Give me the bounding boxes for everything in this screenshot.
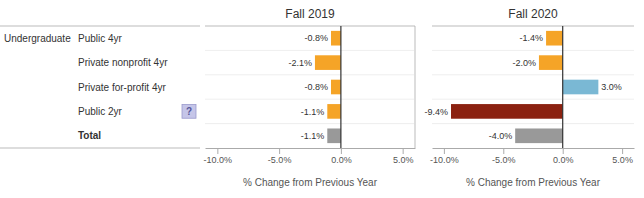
bar (563, 80, 599, 95)
tick-mark (279, 148, 280, 154)
panel: -0.8% -2.1% -0.8% -1.1% -1.1% -10.0% -5.0% 0.0%… (204, 7, 416, 188)
zero-line (562, 26, 563, 148)
tick-label: -10.0% (204, 155, 233, 165)
axis-line (206, 148, 416, 149)
tick-mark (217, 148, 218, 154)
data-label: -0.8% (304, 33, 328, 43)
tick-label: -5.0% (492, 155, 516, 165)
tick-mark (444, 148, 445, 154)
bar (327, 128, 341, 143)
tick: -10.0% (430, 148, 459, 165)
category-label: Public 2yr (78, 106, 123, 117)
data-label: -1.4% (520, 33, 544, 43)
chart: Public 4yr Private nonprofit 4yr Private f… (0, 0, 644, 198)
data-label: -4.0% (489, 131, 513, 141)
bar (546, 31, 563, 46)
tick: 5.0% (612, 148, 633, 165)
tick-mark (403, 148, 404, 154)
row-separator (432, 74, 634, 75)
tick-mark (503, 148, 504, 154)
tick: 5.0% (393, 148, 414, 165)
panel: -1.4% -2.0% 3.0% -9.4% -4.0% -10.0% -5.0% 0.0% 5… (424, 7, 634, 188)
x-axis: -10.0% -5.0% 0.0% 5.0% (430, 148, 634, 165)
frame (432, 26, 634, 27)
data-label: -1.1% (301, 131, 325, 141)
tick: -5.0% (268, 148, 292, 165)
category-label: Private nonprofit 4yr (78, 57, 168, 68)
bar (451, 104, 563, 119)
row-separator (205, 74, 415, 75)
data-label: -2.1% (288, 58, 312, 68)
category-label: Private for-profit 4yr (78, 82, 166, 93)
annotation: Undergraduate (4, 33, 71, 44)
tick: 0.0% (553, 148, 574, 165)
title: Fall 2019 (285, 7, 335, 21)
tick: -5.0% (492, 148, 516, 165)
data-label: -2.0% (512, 58, 536, 68)
tick-mark (622, 148, 623, 154)
data-label: -9.4% (424, 107, 448, 117)
tick-label: -5.0% (268, 155, 292, 165)
zero-line (340, 26, 341, 148)
tick-label: -10.0% (430, 155, 459, 165)
tick-label: 0.0% (553, 155, 574, 165)
axis-title: % Change from Previous Year (243, 177, 378, 188)
label-panel: Public 4yr Private nonprofit 4yr Private f… (0, 26, 200, 148)
row-separator (432, 99, 634, 100)
row-separator (432, 123, 634, 124)
category-label: Total (78, 130, 101, 141)
axis-line (433, 148, 635, 149)
frame (205, 26, 415, 27)
tick-mark (341, 148, 342, 154)
axis-title: % Change from Previous Year (466, 177, 601, 188)
panel-border (0, 148, 200, 149)
title: Fall 2020 (508, 7, 558, 21)
row-separator (432, 50, 634, 51)
tick: 0.0% (331, 148, 352, 165)
row-separator (205, 50, 415, 51)
data-label: 3.0% (601, 82, 622, 92)
row-separator (205, 123, 415, 124)
x-axis: -10.0% -5.0% 0.0% 5.0% (204, 148, 416, 165)
row-separator (205, 99, 415, 100)
bar (331, 31, 341, 46)
tick-label: 0.0% (331, 155, 352, 165)
tick-label: 5.0% (612, 155, 633, 165)
tick-mark (563, 148, 564, 154)
bar (315, 55, 341, 70)
category-label: Public 4yr (78, 33, 123, 44)
annotation: ? (186, 106, 192, 117)
annotation-box (182, 105, 196, 119)
bar (539, 55, 563, 70)
panel-border (0, 26, 200, 27)
bar (327, 104, 341, 119)
tick-label: 5.0% (393, 155, 414, 165)
frame (415, 26, 416, 148)
data-label: -0.8% (304, 82, 328, 92)
data-label: -1.1% (301, 107, 325, 117)
tick: -10.0% (204, 148, 233, 165)
bars (451, 26, 598, 148)
bar (331, 80, 341, 95)
bar (515, 128, 563, 143)
